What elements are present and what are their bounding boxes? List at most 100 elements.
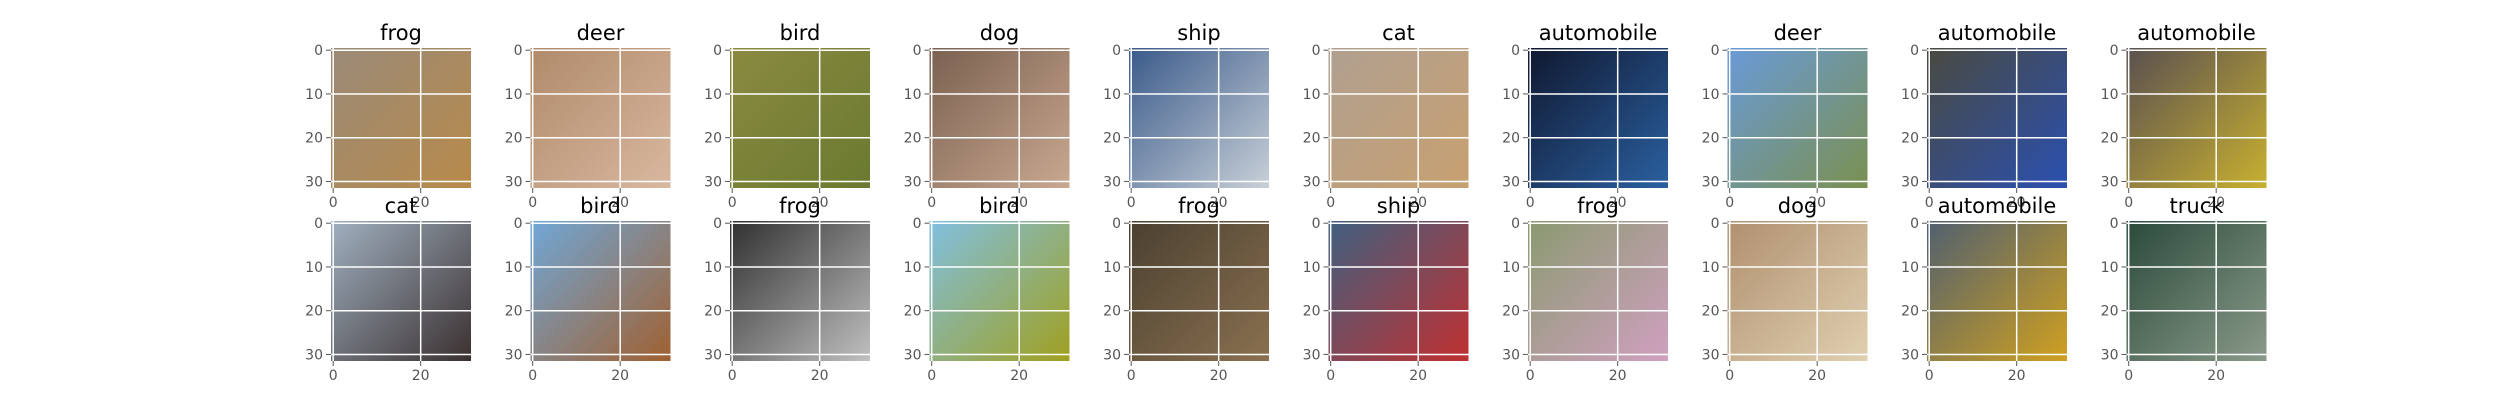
panel-title: bird xyxy=(979,194,1020,218)
y-tick-label: 0 xyxy=(1711,43,1720,59)
x-tick-label: 20 xyxy=(2207,195,2225,211)
panel-title: cat xyxy=(1382,21,1415,45)
image xyxy=(1727,48,1868,188)
x-tick-label: 0 xyxy=(1526,368,1535,384)
image-panel: ship 0 20 0 10 20 30 xyxy=(1303,194,1469,384)
x-tick-label: 0 xyxy=(329,195,338,211)
panel-title: automobile xyxy=(2137,21,2255,45)
x-tick-label: 20 xyxy=(412,195,430,211)
y-tick-label: 20 xyxy=(704,131,722,147)
image-panel: deer 0 20 0 10 20 30 xyxy=(1702,21,1868,211)
y-tick-label: 30 xyxy=(1103,174,1121,190)
image-panel: truck 0 20 0 10 20 30 xyxy=(2101,194,2267,384)
panel-title: automobile xyxy=(1539,21,1657,45)
image xyxy=(1129,48,1269,188)
y-tick-label: 20 xyxy=(1901,304,1919,320)
image-panel: cat 0 20 0 10 20 30 xyxy=(1303,21,1469,211)
y-tick-label: 0 xyxy=(1711,216,1720,232)
x-tick-label: 0 xyxy=(1526,195,1535,211)
image xyxy=(730,48,870,188)
y-tick-label: 30 xyxy=(704,174,722,190)
y-tick-label: 0 xyxy=(514,216,523,232)
image-panel: bird 0 20 0 10 20 30 xyxy=(904,194,1070,384)
y-tick-label: 0 xyxy=(1910,216,1919,232)
x-tick-label: 0 xyxy=(1925,368,1934,384)
y-tick-label: 10 xyxy=(1502,87,1520,103)
image xyxy=(1927,48,2067,188)
y-tick-label: 10 xyxy=(704,87,722,103)
y-tick-label: 0 xyxy=(314,216,323,232)
panel-title: ship xyxy=(1377,194,1420,218)
image xyxy=(1528,221,1668,361)
x-tick-label: 20 xyxy=(1609,368,1627,384)
y-tick-label: 20 xyxy=(1103,304,1121,320)
x-tick-label: 0 xyxy=(927,195,936,211)
y-tick-label: 30 xyxy=(1702,174,1720,190)
panel-title: frog xyxy=(380,21,422,45)
y-tick-label: 30 xyxy=(904,174,922,190)
x-tick-label: 0 xyxy=(1925,195,1934,211)
x-tick-label: 20 xyxy=(1609,195,1627,211)
image-panel: frog 0 20 0 10 20 30 xyxy=(305,21,471,211)
image-panel: frog 0 20 0 10 20 30 xyxy=(704,194,870,384)
y-tick-label: 0 xyxy=(1312,216,1321,232)
image xyxy=(929,221,1070,361)
y-tick-label: 20 xyxy=(1502,304,1520,320)
y-tick-label: 30 xyxy=(1901,347,1919,363)
image-panel: dog 0 20 0 10 20 30 xyxy=(904,21,1070,211)
image xyxy=(929,48,1070,188)
y-tick-label: 10 xyxy=(1502,260,1520,276)
y-tick-label: 10 xyxy=(1901,260,1919,276)
y-tick-label: 20 xyxy=(1901,131,1919,147)
y-tick-label: 0 xyxy=(1312,43,1321,59)
image xyxy=(1927,221,2067,361)
panel-title: dog xyxy=(980,21,1020,45)
y-tick-label: 20 xyxy=(1502,131,1520,147)
x-tick-label: 0 xyxy=(329,368,338,384)
y-tick-label: 10 xyxy=(305,260,323,276)
x-tick-label: 20 xyxy=(2008,368,2026,384)
x-tick-label: 0 xyxy=(528,368,537,384)
y-tick-label: 20 xyxy=(1702,131,1720,147)
panel-title: truck xyxy=(2170,194,2225,218)
y-tick-label: 30 xyxy=(1303,347,1321,363)
y-tick-label: 10 xyxy=(1702,260,1720,276)
y-tick-label: 0 xyxy=(1511,216,1520,232)
y-tick-label: 20 xyxy=(1303,131,1321,147)
y-tick-label: 30 xyxy=(2101,174,2119,190)
y-tick-label: 30 xyxy=(1702,347,1720,363)
image xyxy=(730,221,870,361)
image-panel: bird 0 20 0 10 20 30 xyxy=(505,194,671,384)
image xyxy=(1129,221,1269,361)
y-tick-label: 0 xyxy=(514,43,523,59)
panel-title: bird xyxy=(780,21,821,45)
y-tick-label: 30 xyxy=(505,347,523,363)
y-tick-label: 10 xyxy=(305,87,323,103)
y-tick-label: 30 xyxy=(305,174,323,190)
y-tick-label: 0 xyxy=(1112,216,1121,232)
y-tick-label: 30 xyxy=(1502,174,1520,190)
panel-title: frog xyxy=(1178,194,1220,218)
panel-title: automobile xyxy=(1938,21,2056,45)
panel-title: cat xyxy=(385,194,418,218)
y-tick-label: 0 xyxy=(913,43,922,59)
y-tick-label: 30 xyxy=(1502,347,1520,363)
x-tick-label: 20 xyxy=(1210,368,1228,384)
image-panel: frog 0 20 0 10 20 30 xyxy=(1103,194,1269,384)
x-tick-label: 0 xyxy=(2124,195,2133,211)
y-tick-label: 0 xyxy=(713,43,722,59)
x-tick-label: 0 xyxy=(1326,368,1335,384)
y-tick-label: 20 xyxy=(2101,304,2119,320)
y-tick-label: 20 xyxy=(2101,131,2119,147)
x-tick-label: 0 xyxy=(2124,368,2133,384)
y-tick-label: 10 xyxy=(904,87,922,103)
panel-title: ship xyxy=(1177,21,1220,45)
y-tick-label: 30 xyxy=(505,174,523,190)
image xyxy=(331,48,471,188)
panel-title: dog xyxy=(1778,194,1818,218)
y-tick-label: 10 xyxy=(1103,260,1121,276)
y-tick-label: 10 xyxy=(1303,87,1321,103)
